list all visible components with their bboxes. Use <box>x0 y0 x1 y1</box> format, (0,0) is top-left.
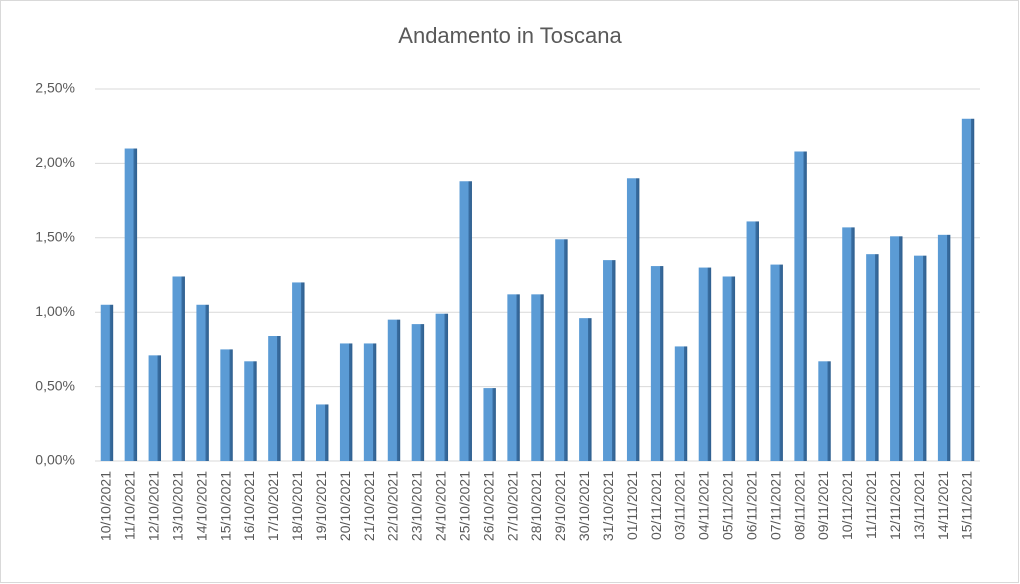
x-tick-label: 12/11/2021 <box>887 471 903 540</box>
x-tick-label: 20/10/2021 <box>337 471 353 541</box>
bar <box>866 254 879 461</box>
x-tick-label: 04/11/2021 <box>696 471 712 540</box>
bar <box>913 255 927 461</box>
x-tick-label: 08/11/2021 <box>791 471 807 540</box>
bar <box>316 404 329 461</box>
bar <box>411 324 425 461</box>
x-tick-label: 22/10/2021 <box>385 471 401 541</box>
bar <box>387 319 401 461</box>
bar <box>937 234 951 461</box>
y-tick-label: 1,50% <box>35 229 75 245</box>
bar <box>674 346 688 461</box>
y-tick-label: 1,00% <box>35 303 75 319</box>
bar <box>722 276 736 461</box>
bar <box>650 266 664 461</box>
x-tick-label: 05/11/2021 <box>720 471 736 540</box>
x-tick-label: 14/10/2021 <box>193 471 209 541</box>
bar <box>148 355 162 461</box>
bar <box>507 294 520 461</box>
x-tick-label: 02/11/2021 <box>648 471 664 540</box>
bar <box>459 181 472 462</box>
x-tick-label: 06/11/2021 <box>743 471 759 540</box>
bar <box>626 178 640 461</box>
x-tick-label: 25/10/2021 <box>456 471 472 541</box>
x-tick-label: 10/11/2021 <box>839 471 855 540</box>
x-tick-label: 15/10/2021 <box>217 471 233 541</box>
bar <box>292 282 305 461</box>
x-tick-label: 03/11/2021 <box>672 471 688 540</box>
x-tick-label: 13/10/2021 <box>169 471 185 541</box>
y-tick-label: 0,00% <box>35 452 75 468</box>
bar <box>531 294 544 461</box>
x-tick-label: 18/10/2021 <box>289 471 305 541</box>
x-tick-label: 26/10/2021 <box>480 471 496 541</box>
x-tick-label: 17/10/2021 <box>265 471 281 541</box>
x-tick-label: 21/10/2021 <box>361 471 377 541</box>
chart-title: Andamento in Toscana <box>398 23 622 48</box>
bar <box>435 313 449 461</box>
bar <box>890 236 903 461</box>
y-tick-label: 2,50% <box>35 80 75 96</box>
y-tick-label: 2,00% <box>35 154 75 170</box>
x-tick-label: 16/10/2021 <box>241 471 257 541</box>
bar <box>698 267 712 461</box>
x-tick-label: 28/10/2021 <box>528 471 544 541</box>
bar <box>818 361 831 461</box>
x-tick-label: 15/11/2021 <box>959 471 975 540</box>
bar <box>268 336 281 461</box>
bar <box>794 151 807 461</box>
x-tick-label: 07/11/2021 <box>767 471 783 540</box>
x-tick-label: 01/11/2021 <box>624 471 640 540</box>
bar <box>363 343 377 461</box>
x-tick-label: 23/10/2021 <box>409 471 425 541</box>
x-tick-label: 19/10/2021 <box>313 471 329 541</box>
x-tick-label: 27/10/2021 <box>504 471 520 541</box>
bar <box>842 227 855 461</box>
bar <box>172 276 185 461</box>
x-tick-label: 24/10/2021 <box>433 471 449 541</box>
x-tick-label: 29/10/2021 <box>552 471 568 541</box>
bar <box>196 304 209 461</box>
bar <box>100 304 114 461</box>
x-tick-label: 12/10/2021 <box>146 471 162 541</box>
bar <box>483 388 496 461</box>
bar <box>339 343 353 461</box>
bar <box>124 148 138 461</box>
bar <box>244 361 257 461</box>
y-tick-label: 0,50% <box>35 377 75 393</box>
bar <box>961 118 975 461</box>
bar <box>579 318 592 461</box>
x-tick-label: 14/11/2021 <box>935 471 951 540</box>
bar <box>746 221 759 461</box>
x-tick-label: 31/10/2021 <box>600 471 616 541</box>
x-tick-label: 13/11/2021 <box>911 471 927 540</box>
x-tick-label: 09/11/2021 <box>815 471 831 540</box>
bar <box>220 349 233 461</box>
x-tick-label: 10/10/2021 <box>98 471 114 541</box>
bar <box>770 264 783 461</box>
bar <box>555 239 568 461</box>
x-tick-label: 11/11/2021 <box>863 471 879 539</box>
x-tick-label: 11/10/2021 <box>122 471 138 540</box>
x-tick-label: 30/10/2021 <box>576 471 592 541</box>
bar <box>603 260 616 461</box>
